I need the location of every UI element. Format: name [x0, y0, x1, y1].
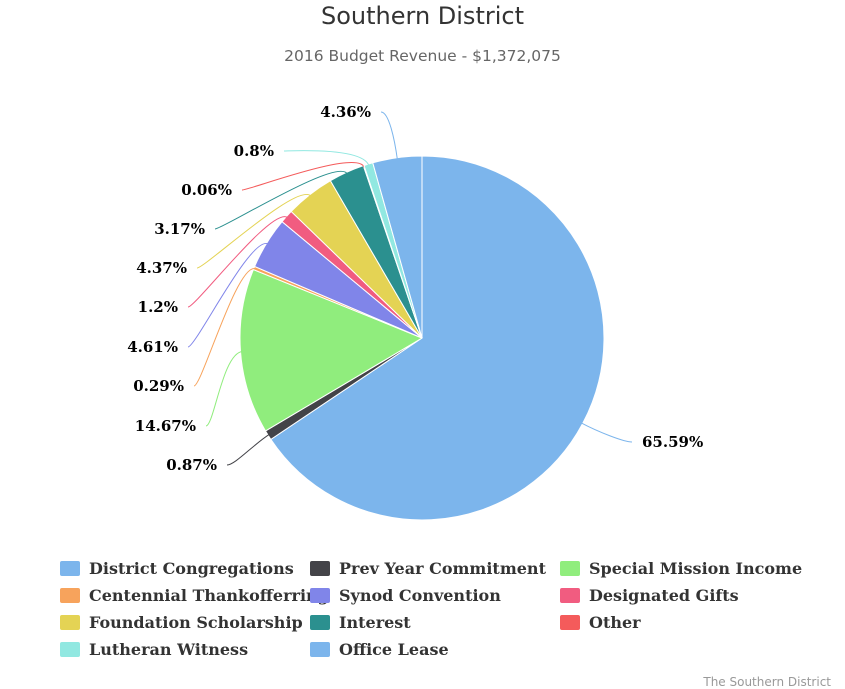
connector-designated-gifts — [187, 216, 289, 308]
connector-office-lease — [380, 111, 398, 160]
legend-label: Foundation Scholarship — [89, 613, 303, 632]
chart-subtitle: 2016 Budget Revenue - $1,372,075 — [284, 47, 561, 65]
data-label-interest: 3.17% — [154, 220, 205, 238]
legend-item-synod-convention[interactable]: Synod Convention — [310, 586, 501, 605]
legend-symbol — [310, 642, 330, 657]
connector-foundation-scholarship — [196, 193, 312, 269]
data-label-designated-gifts: 1.2% — [138, 298, 178, 316]
chart-title: Southern District — [320, 2, 524, 30]
legend-label: Special Mission Income — [589, 559, 803, 578]
data-label-foundation-scholarship: 4.37% — [136, 259, 187, 277]
legend-symbol — [60, 588, 80, 603]
legend-label: Other — [589, 613, 641, 632]
legend-label: Designated Gifts — [589, 586, 739, 605]
legend-label: Prev Year Commitment — [339, 559, 546, 578]
connector-district-congregations — [580, 422, 633, 443]
data-label-district-congregations: 65.59% — [642, 433, 703, 451]
legend-item-office-lease[interactable]: Office Lease — [310, 640, 449, 659]
legend-label: Lutheran Witness — [89, 640, 249, 659]
connector-centennial-thankofferring — [193, 268, 256, 387]
legend-symbol — [310, 561, 330, 576]
legend-symbol — [60, 561, 80, 576]
legend-item-lutheran-witness[interactable]: Lutheran Witness — [60, 640, 248, 659]
connector-other — [241, 162, 365, 191]
legend-symbol — [60, 615, 80, 630]
legend-symbol — [310, 588, 330, 603]
connector-prev-year-commitment — [226, 433, 271, 466]
connector-special-mission-income — [205, 351, 243, 427]
legend-item-centennial-thankofferring[interactable]: Centennial Thankofferring — [60, 586, 329, 605]
legend-item-district-congregations[interactable]: District Congregations — [60, 559, 294, 578]
legend-label: District Congregations — [89, 559, 294, 578]
legend-item-special-mission-income[interactable]: Special Mission Income — [560, 559, 802, 578]
legend-symbol — [560, 615, 580, 630]
legend-item-other[interactable]: Other — [560, 613, 641, 632]
legend-symbol — [60, 642, 80, 657]
legend-label: Centennial Thankofferring — [89, 586, 329, 605]
legend-symbol — [310, 615, 330, 630]
connector-lutheran-witness — [283, 150, 370, 167]
data-label-special-mission-income: 14.67% — [135, 417, 196, 435]
connector-interest — [214, 171, 348, 230]
legend-symbol — [560, 588, 580, 603]
legend-item-designated-gifts[interactable]: Designated Gifts — [560, 586, 739, 605]
legend-label: Synod Convention — [339, 586, 501, 605]
connector-synod-convention — [187, 243, 269, 348]
legend-item-interest[interactable]: Interest — [310, 613, 411, 632]
credits: The Southern District — [703, 675, 831, 689]
data-label-synod-convention: 4.61% — [127, 338, 178, 356]
data-label-lutheran-witness: 0.8% — [234, 142, 274, 160]
legend-label: Office Lease — [339, 640, 449, 659]
legend-item-foundation-scholarship[interactable]: Foundation Scholarship — [60, 613, 303, 632]
data-label-centennial-thankofferring: 0.29% — [133, 377, 184, 395]
data-label-prev-year-commitment: 0.87% — [166, 456, 217, 474]
legend-label: Interest — [339, 613, 411, 632]
legend-symbol — [560, 561, 580, 576]
data-label-other: 0.06% — [181, 181, 232, 199]
data-label-office-lease: 4.36% — [320, 103, 371, 121]
legend-item-prev-year-commitment[interactable]: Prev Year Commitment — [310, 559, 546, 578]
